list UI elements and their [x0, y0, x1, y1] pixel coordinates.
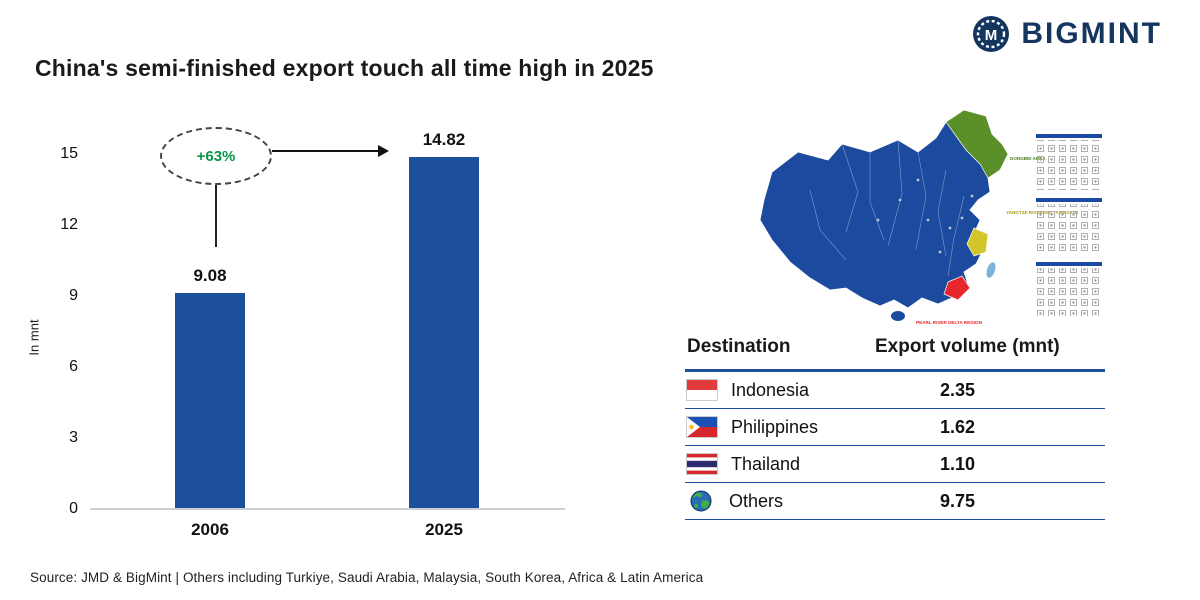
bar-value-label: 14.82 — [422, 130, 466, 150]
brand-name: BIGMINT — [1021, 17, 1162, 50]
x-tick-2025: 2025 — [425, 520, 463, 539]
china-map: DONGBEI AREA YANGTZE RIVER DELTA REGION … — [750, 100, 1120, 330]
bar-2006: 9.08 — [175, 266, 245, 508]
table-header-row: Destination Export volume (mnt) — [685, 332, 1105, 372]
plot-area: 9.08 14.82 — [90, 130, 565, 510]
map-legend-cluster — [1036, 134, 1102, 316]
dongbei-region — [945, 109, 1009, 179]
col-header-destination: Destination — [687, 336, 791, 357]
thailand-flag — [686, 453, 718, 475]
bar-rect-2006 — [175, 293, 245, 508]
annotation-connector-line — [215, 185, 217, 247]
table-row: Philippines 1.62 — [685, 409, 1105, 446]
svg-text:M: M — [985, 27, 998, 44]
table-row: Others 9.75 — [685, 483, 1105, 520]
bar-value-label: 9.08 — [193, 266, 227, 286]
annotation-arrow-line — [272, 150, 378, 152]
y-tick: 9 — [69, 287, 78, 304]
y-tick: 6 — [69, 358, 78, 375]
x-tick-2006: 2006 — [191, 520, 229, 539]
y-tick: 15 — [60, 145, 78, 162]
hainan-island — [891, 311, 905, 321]
destination-name: Thailand — [731, 453, 801, 474]
destination-name: Indonesia — [731, 379, 810, 400]
col-header-export-volume: Export volume (mnt) — [875, 336, 1060, 357]
pearl-label: PEARL RIVER DELTA REGION — [916, 320, 983, 325]
table-row: Indonesia 2.35 — [685, 372, 1105, 409]
bigmint-logo-icon: M — [973, 16, 1010, 52]
y-tick: 12 — [60, 216, 78, 233]
table-row: Thailand 1.10 — [685, 446, 1105, 483]
pearl-delta-region — [943, 275, 971, 301]
destination-name: Others — [729, 490, 784, 511]
export-volume-value: 1.62 — [940, 416, 976, 437]
yangtze-delta-region — [966, 227, 989, 257]
annotation-arrow-head — [378, 145, 389, 157]
indonesia-flag — [686, 379, 718, 401]
bar-rect-2025 — [409, 157, 479, 508]
export-bar-chart: In mnt 15 12 9 6 3 0 9.08 14.82 2006 202… — [27, 105, 575, 560]
y-tick: 3 — [69, 429, 78, 446]
export-volume-value: 9.75 — [940, 490, 976, 511]
y-axis-ticks: 15 12 9 6 3 0 — [38, 145, 82, 517]
export-volume-value: 2.35 — [940, 379, 976, 400]
destination-name: Philippines — [731, 416, 819, 437]
page-title: China's semi-finished export touch all t… — [35, 55, 654, 81]
export-volume-value: 1.10 — [940, 453, 976, 474]
bar-2025: 14.82 — [409, 130, 479, 508]
y-tick: 0 — [69, 500, 78, 517]
philippines-flag — [686, 416, 718, 438]
china-mainland-shape — [759, 109, 1009, 309]
taiwan-island — [986, 262, 996, 278]
globe-icon — [689, 489, 715, 513]
source-note: Source: JMD & BigMint | Others including… — [30, 570, 704, 585]
dongbei-label: DONGBEI AREA — [1010, 156, 1046, 161]
destination-table: Destination Export volume (mnt) Indonesi… — [685, 332, 1105, 520]
brand-logo: M BIGMINT — [971, 14, 1162, 54]
growth-annotation-text: +63% — [196, 147, 236, 165]
growth-annotation-ellipse: +63% — [160, 127, 272, 185]
